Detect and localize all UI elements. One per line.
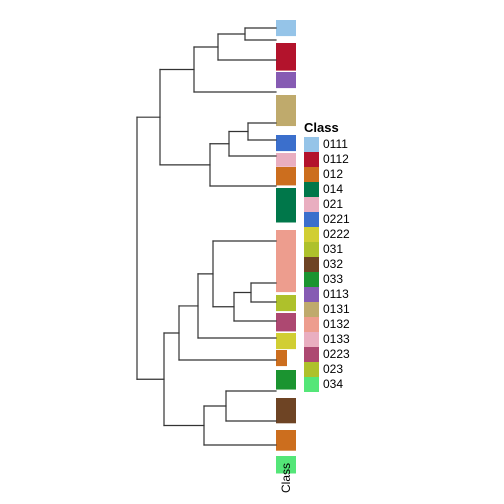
leaf-block [276,398,296,423]
legend-swatch [304,197,319,212]
legend-label: 012 [323,167,343,182]
x-axis-label: Class [279,463,293,493]
legend-row: 0223 [304,347,350,362]
dendrogram-plot [0,0,504,504]
legend-swatch [304,332,319,347]
leaf-block [276,230,296,292]
legend-row: 0133 [304,332,350,347]
legend-label: 0113 [323,287,349,302]
legend-label: 0222 [323,227,350,242]
legend-row: 0221 [304,212,350,227]
legend-swatch [304,257,319,272]
legend-label: 0131 [323,302,350,317]
legend-label: 031 [323,242,343,257]
leaf-block [276,153,296,167]
legend-row: 031 [304,242,350,257]
leaf-block [276,295,296,311]
legend-swatch [304,302,319,317]
legend-row: 0113 [304,287,350,302]
legend-row: 023 [304,362,350,377]
legend-label: 0112 [323,152,349,167]
legend: Class 0111011201201402102210222031032033… [304,120,350,392]
legend-row: 0111 [304,137,350,152]
legend-row: 021 [304,197,350,212]
legend-label: 0221 [323,212,350,227]
legend-items: 0111011201201402102210222031032033011301… [304,137,350,392]
leaf-block [276,20,296,36]
legend-swatch [304,182,319,197]
legend-label: 033 [323,272,343,287]
leaf-block [276,43,296,71]
legend-row: 032 [304,257,350,272]
legend-label: 032 [323,257,343,272]
legend-swatch [304,167,319,182]
leaf-block [276,313,296,331]
leaf-block [276,430,296,451]
legend-swatch [304,242,319,257]
legend-swatch [304,227,319,242]
legend-swatch [304,377,319,392]
legend-row: 034 [304,377,350,392]
legend-row: 0131 [304,302,350,317]
leaf-block [276,370,296,390]
legend-swatch [304,287,319,302]
legend-label: 021 [323,197,343,212]
legend-row: 012 [304,167,350,182]
leaf-block [276,333,296,349]
leaf-block [276,167,296,185]
legend-label: 034 [323,377,343,392]
leaf-block [276,188,296,223]
legend-row: 014 [304,182,350,197]
legend-title: Class [304,120,350,135]
leaf-block [276,72,296,88]
leaf-block [276,135,296,151]
legend-swatch [304,272,319,287]
legend-row: 0132 [304,317,350,332]
leaf-block [276,350,287,366]
legend-swatch [304,347,319,362]
legend-swatch [304,362,319,377]
legend-swatch [304,212,319,227]
legend-label: 0132 [323,317,350,332]
legend-row: 033 [304,272,350,287]
leaf-block [276,95,296,126]
legend-label: 0111 [323,137,348,152]
legend-label: 0133 [323,332,350,347]
legend-label: 014 [323,182,343,197]
legend-label: 023 [323,362,343,377]
legend-row: 0112 [304,152,350,167]
legend-swatch [304,137,319,152]
legend-swatch [304,317,319,332]
legend-swatch [304,152,319,167]
legend-row: 0222 [304,227,350,242]
legend-label: 0223 [323,347,350,362]
